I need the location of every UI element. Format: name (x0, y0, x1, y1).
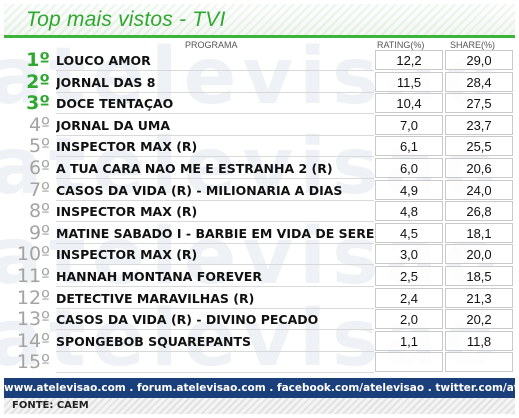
rank-label: 9º (28, 221, 50, 244)
row-divider (56, 156, 374, 158)
share-value: 23,7 (445, 114, 513, 135)
column-header-share: SHARE(%) (450, 40, 496, 50)
rating-value: 7,0 (375, 114, 443, 135)
rating-value: 3,0 (375, 244, 443, 265)
table-row: 12º DETECTIVE MARAVILHAS (R) 2,4 21,3 (0, 286, 519, 309)
rank-label: 4º (28, 113, 50, 136)
share-value: 27,5 (445, 93, 513, 114)
row-divider (56, 221, 374, 223)
table-row: 7º CASOS DA VIDA (R) - MILIONARIA A DIAS 4… (0, 178, 519, 201)
program-name: DETECTIVE MARAVILHAS (R) (56, 290, 255, 306)
table-row: 9º MATINE SABADO I - BARBIE EM VIDA DE SE… (0, 221, 519, 244)
share-value: 24,0 (445, 179, 513, 200)
table-row: 14º SPONGEBOB SQUAREPANTS 1,1 11,8 (0, 329, 519, 352)
program-name: INSPECTOR MAX (R) (56, 204, 198, 220)
rank-label: 5º (28, 135, 50, 158)
footer-links: www.atelevisao.com . forum.atelevisao.co… (4, 378, 515, 398)
rating-value: 2,5 (375, 266, 443, 286)
row-divider (56, 307, 374, 309)
rank-label: 12º (16, 286, 50, 309)
row-divider (56, 199, 374, 201)
row-divider (56, 178, 374, 179)
rating-value: 6,1 (375, 136, 443, 157)
row-divider (56, 372, 374, 374)
rating-value: 10,4 (375, 93, 443, 114)
rank-label: 15º (16, 351, 50, 374)
footer-source: FONTE: CAEM (4, 398, 515, 414)
program-name: SPONGEBOB SQUAREPANTS (56, 333, 251, 349)
title-stripes (4, 4, 515, 35)
rating-value: 4,5 (375, 222, 443, 243)
page-title: Top mais vistos - TVI (26, 8, 226, 31)
share-value: 28,4 (445, 71, 513, 92)
table-row: 2º JORNAL DAS 8 11,5 28,4 (0, 70, 519, 93)
table-row: 6º A TUA CARA NAO ME E ESTRANHA 2 (R) 6,0 2… (0, 158, 519, 179)
row-divider (56, 91, 374, 93)
share-value: 21,3 (445, 287, 513, 308)
rank-label: 11º (16, 265, 50, 287)
row-divider (56, 113, 374, 115)
table-row: 5º INSPECTOR MAX (R) 6,1 25,5 (0, 135, 519, 158)
table-row: 3º DOCE TENTAÇAO 10,4 27,5 (0, 92, 519, 115)
column-header-rating: RATING(%) (377, 40, 425, 50)
table-row: 1º LOUCO AMOR 12,2 29,0 (0, 50, 519, 71)
share-value: 11,8 (445, 330, 513, 351)
rank-label: 3º (26, 92, 50, 115)
rating-value (375, 352, 443, 373)
rank-label: 6º (28, 157, 50, 179)
rating-value: 2,0 (375, 309, 443, 330)
program-name: MATINE SABADO I - BARBIE EM VIDA DE SERE… (56, 225, 374, 241)
rating-value: 2,4 (375, 287, 443, 308)
program-name: HANNAH MONTANA FOREVER (56, 269, 262, 284)
share-value: 18,1 (445, 222, 513, 243)
rating-value: 4,8 (375, 201, 443, 222)
rating-value: 12,2 (375, 50, 443, 70)
share-value: 20,0 (445, 244, 513, 265)
title-bar: Top mais vistos - TVI (4, 4, 515, 38)
rank-label: 1º (26, 49, 50, 71)
program-name: CASOS DA VIDA (R) - MILIONARIA A DIAS (56, 182, 343, 198)
row-divider (56, 350, 374, 352)
share-value: 26,8 (445, 201, 513, 222)
program-name: CASOS DA VIDA (R) - DIVINO PECADO (56, 312, 319, 328)
column-header-program: PROGRAMA (185, 40, 238, 50)
table-row: 11º HANNAH MONTANA FOREVER 2,5 18,5 (0, 266, 519, 287)
program-name: DOCE TENTAÇAO (56, 96, 174, 112)
row-divider (56, 70, 374, 71)
share-value: 20,6 (445, 158, 513, 178)
share-value: 25,5 (445, 136, 513, 157)
program-name: INSPECTOR MAX (R) (56, 139, 198, 155)
rank-label: 7º (28, 178, 50, 201)
table-row: 10º INSPECTOR MAX (R) 3,0 20,0 (0, 243, 519, 266)
row-divider (56, 286, 374, 287)
rank-label: 2º (26, 70, 50, 93)
program-name: A TUA CARA NAO ME E ESTRANHA 2 (R) (56, 161, 333, 176)
row-divider (56, 329, 374, 331)
rating-value: 1,1 (375, 330, 443, 351)
program-name: JORNAL DAS 8 (56, 74, 156, 90)
program-name (56, 352, 374, 373)
row-divider (56, 242, 374, 244)
program-name: INSPECTOR MAX (R) (56, 247, 198, 263)
row-divider (56, 264, 374, 266)
share-value: 20,2 (445, 309, 513, 330)
table-row: 8º INSPECTOR MAX (R) 4,8 26,8 (0, 200, 519, 223)
table-row: 4º JORNAL DA UMA 7,0 23,7 (0, 113, 519, 136)
rank-label: 13º (16, 308, 50, 331)
row-divider (56, 134, 374, 136)
table-row: 13º CASOS DA VIDA (R) - DIVINO PECADO 2,0 2… (0, 308, 519, 331)
rating-value: 11,5 (375, 71, 443, 92)
rank-label: 14º (16, 329, 50, 352)
share-value: 29,0 (445, 50, 513, 70)
program-name: LOUCO AMOR (56, 53, 151, 68)
share-value: 18,5 (445, 266, 513, 286)
rating-value: 4,9 (375, 179, 443, 200)
program-name: JORNAL DA UMA (56, 117, 171, 133)
rank-label: 8º (28, 200, 50, 223)
rank-label: 10º (16, 243, 50, 266)
rating-value: 6,0 (375, 158, 443, 178)
share-value (445, 352, 513, 373)
table-row: 15º (0, 351, 519, 374)
